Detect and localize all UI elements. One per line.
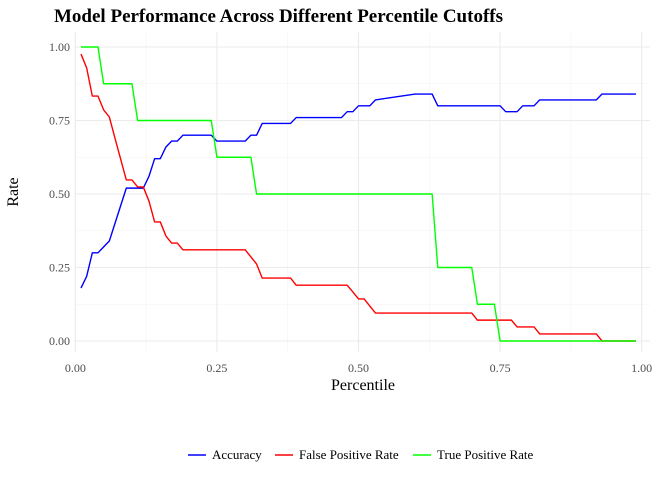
tick-labels: 0.00 0.25 0.50 0.75 1.00 0.00 0.25 0.50 0.75 1.00 [49, 40, 652, 375]
legend-label: True Positive Rate [437, 447, 534, 462]
y-tick-label: 0.00 [49, 334, 70, 348]
series-layer [80, 46, 636, 342]
x-axis-title: Percentile [331, 377, 395, 394]
legend-label: False Positive Rate [299, 447, 399, 462]
y-tick-label: 0.75 [49, 114, 70, 128]
chart-title: Model Performance Across Different Perce… [54, 6, 503, 27]
grid-layer [74, 32, 650, 352]
legend: Accuracy False Positive Rate True Positive… [188, 447, 534, 462]
y-tick-label: 0.25 [49, 261, 70, 275]
x-tick-label: 0.75 [490, 361, 511, 375]
series-line-accuracy [80, 93, 636, 289]
series-line-false-positive-rate [80, 53, 636, 342]
x-tick-label: 1.00 [631, 361, 652, 375]
x-tick-label: 0.50 [348, 361, 369, 375]
series-line-true-positive-rate [81, 46, 636, 342]
y-tick-label: 1.00 [49, 40, 70, 54]
x-tick-label: 0.25 [206, 361, 227, 375]
x-tick-label: 0.00 [65, 361, 86, 375]
y-axis-title: Rate [5, 177, 22, 206]
y-tick-label: 0.50 [49, 187, 70, 201]
legend-label: Accuracy [212, 447, 262, 462]
